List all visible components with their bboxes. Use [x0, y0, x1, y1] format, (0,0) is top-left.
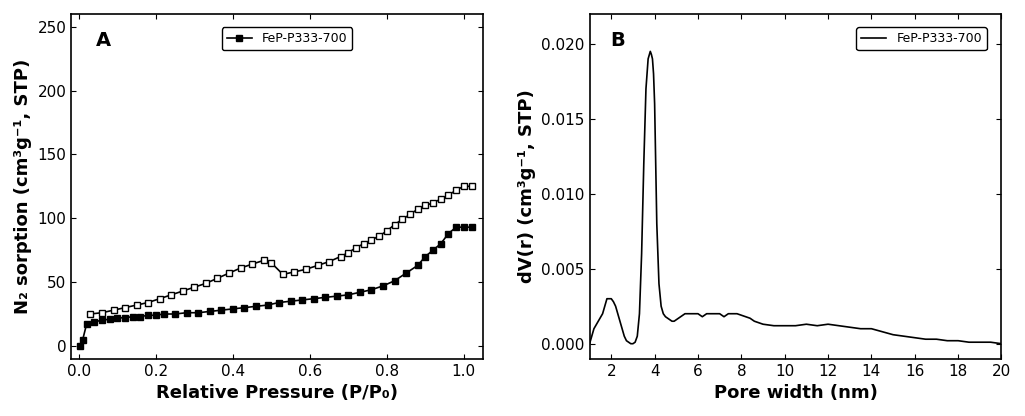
X-axis label: Pore width (nm): Pore width (nm) [713, 384, 877, 402]
Text: A: A [96, 31, 111, 50]
Y-axis label: dV(r) (cm³g⁻¹, STP): dV(r) (cm³g⁻¹, STP) [518, 89, 536, 283]
Y-axis label: N₂ sorption (cm³g⁻¹, STP): N₂ sorption (cm³g⁻¹, STP) [14, 59, 32, 314]
Text: B: B [610, 31, 625, 50]
X-axis label: Relative Pressure (P/P₀): Relative Pressure (P/P₀) [156, 384, 398, 402]
Legend: FeP-P333-700: FeP-P333-700 [221, 27, 353, 50]
Legend: FeP-P333-700: FeP-P333-700 [856, 27, 987, 50]
